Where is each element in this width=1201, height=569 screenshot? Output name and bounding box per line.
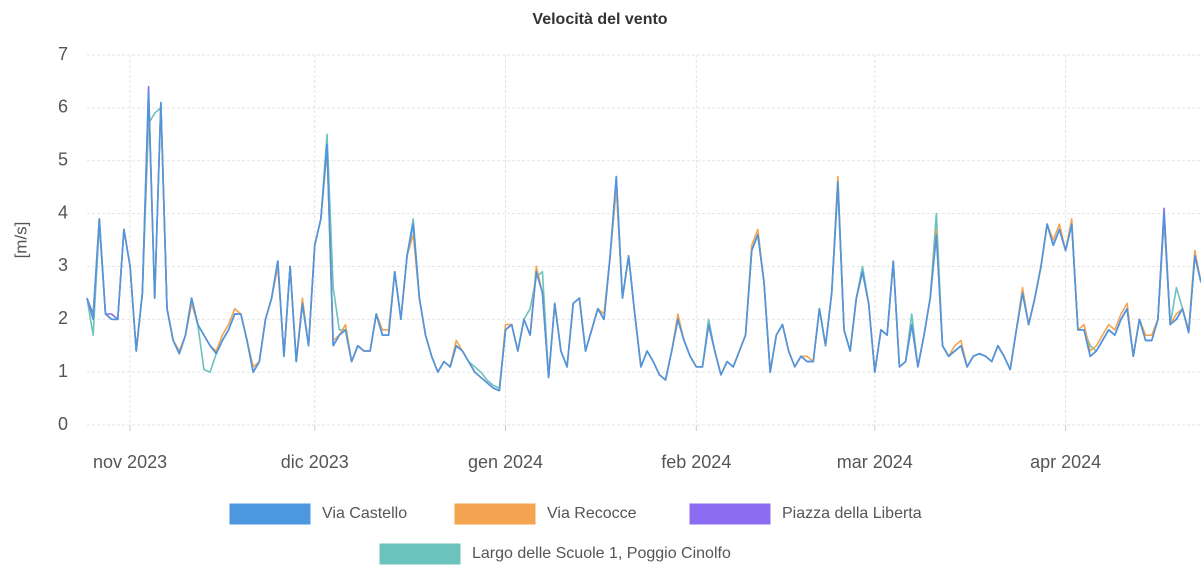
legend-label: Largo delle Scuole 1, Poggio Cinolfo	[472, 545, 731, 562]
x-tick-label: nov 2023	[93, 452, 167, 472]
y-tick-label: 2	[58, 308, 68, 328]
y-tick-label: 1	[58, 361, 68, 381]
x-tick-label: gen 2024	[468, 452, 543, 472]
x-tick-label: feb 2024	[661, 452, 731, 472]
y-tick-label: 3	[58, 255, 68, 275]
x-tick-label: mar 2024	[837, 452, 913, 472]
x-tick-label: apr 2024	[1030, 452, 1101, 472]
series-line	[86, 85, 1201, 392]
x-tick-label: dic 2023	[281, 452, 349, 472]
legend-swatch	[379, 543, 461, 565]
legend-label: Piazza della Liberta	[782, 505, 922, 522]
chart-title: Velocità del vento	[532, 11, 667, 28]
y-tick-label: 7	[58, 44, 68, 64]
series-line	[86, 96, 1201, 392]
legend-label: Via Recocce	[547, 505, 637, 522]
y-tick-label: 5	[58, 149, 68, 169]
y-tick-label: 4	[58, 202, 68, 222]
y-tick-label: 0	[58, 414, 68, 434]
series-line	[86, 107, 1201, 389]
legend-swatch	[689, 503, 771, 525]
y-tick-label: 6	[58, 97, 68, 117]
legend-swatch	[454, 503, 536, 525]
series-line	[86, 91, 1201, 392]
legend-label: Via Castello	[322, 505, 407, 522]
y-axis-label: [m/s]	[11, 222, 30, 259]
legend-swatch	[229, 503, 311, 525]
